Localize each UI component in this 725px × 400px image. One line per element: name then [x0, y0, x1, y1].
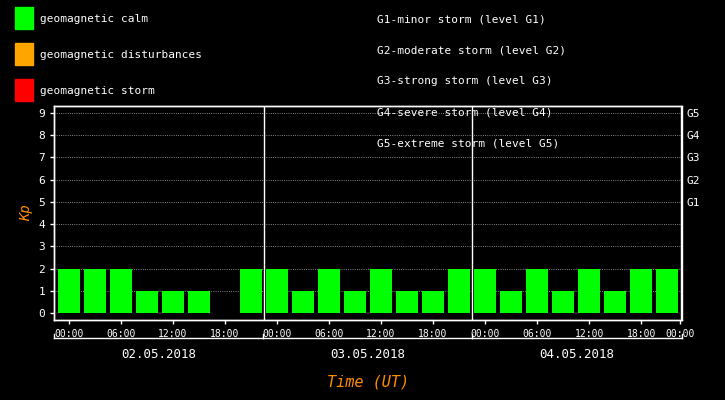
Bar [57, 269, 80, 313]
Bar [266, 269, 288, 313]
Text: 04.05.2018: 04.05.2018 [539, 348, 615, 360]
Bar [109, 269, 132, 313]
Bar [656, 269, 679, 313]
Text: 02.05.2018: 02.05.2018 [121, 348, 196, 360]
Text: 03.05.2018: 03.05.2018 [331, 348, 405, 360]
Bar [422, 291, 444, 313]
Text: geomagnetic calm: geomagnetic calm [40, 14, 148, 24]
Text: G3-strong storm (level G3): G3-strong storm (level G3) [377, 76, 552, 86]
Bar [500, 291, 522, 313]
Text: G2-moderate storm (level G2): G2-moderate storm (level G2) [377, 45, 566, 55]
Bar [370, 269, 392, 313]
Text: G5-extreme storm (level G5): G5-extreme storm (level G5) [377, 139, 559, 149]
Bar [188, 291, 210, 313]
Text: G4-severe storm (level G4): G4-severe storm (level G4) [377, 108, 552, 118]
Bar [448, 269, 470, 313]
Text: geomagnetic disturbances: geomagnetic disturbances [40, 50, 202, 60]
Bar [552, 291, 574, 313]
Bar [604, 291, 626, 313]
Bar [526, 269, 548, 313]
Text: Time (UT): Time (UT) [327, 374, 409, 390]
Text: G1-minor storm (level G1): G1-minor storm (level G1) [377, 14, 546, 24]
Bar [136, 291, 158, 313]
Text: geomagnetic storm: geomagnetic storm [40, 86, 154, 96]
Bar [240, 269, 262, 313]
Bar [292, 291, 314, 313]
Bar [474, 269, 496, 313]
Bar [578, 269, 600, 313]
Bar [318, 269, 340, 313]
Bar [344, 291, 366, 313]
Bar [83, 269, 106, 313]
Bar [630, 269, 652, 313]
Bar [396, 291, 418, 313]
Y-axis label: Kp: Kp [19, 205, 33, 221]
Bar [162, 291, 184, 313]
